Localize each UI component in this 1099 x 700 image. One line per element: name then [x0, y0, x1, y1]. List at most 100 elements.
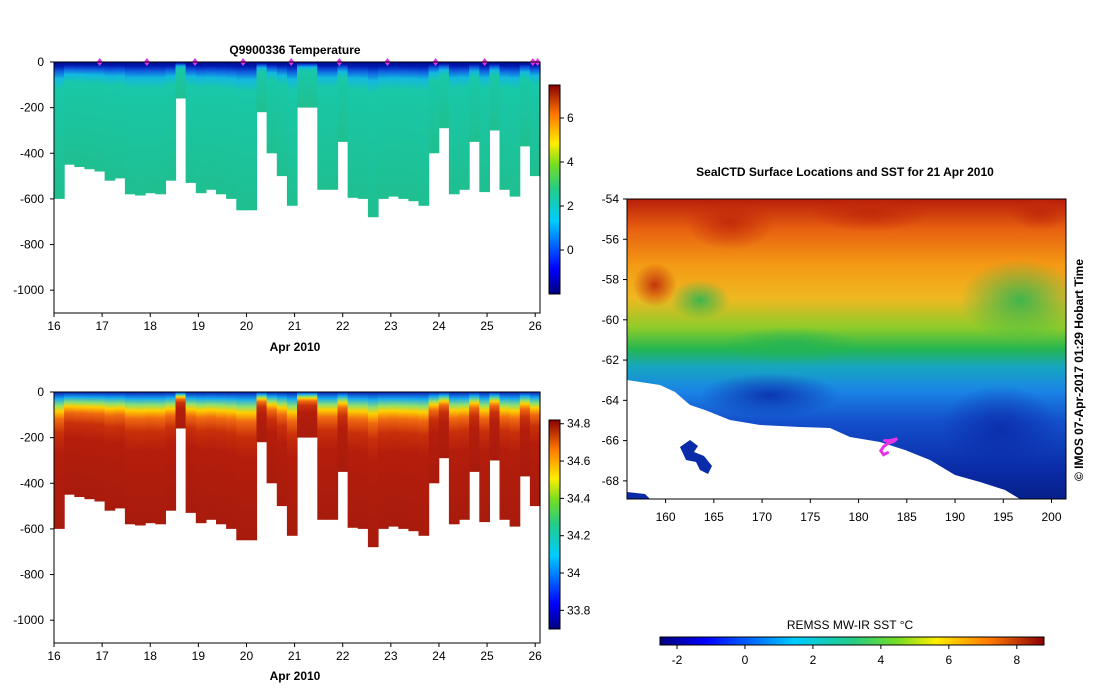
- x-tick-label: 19: [192, 319, 206, 333]
- antarctic-landmass: [627, 380, 1020, 499]
- profile-column: [195, 392, 207, 524]
- colorbar-tick-label: 34.8: [567, 417, 591, 431]
- profile-column: [155, 392, 166, 525]
- profile-column: [236, 62, 247, 211]
- coastal-water: [627, 492, 650, 499]
- lat-tick-label: -60: [602, 313, 620, 327]
- lat-tick-label: -62: [602, 353, 620, 367]
- sst-field: [627, 199, 1066, 499]
- lon-tick-label: 160: [656, 510, 676, 524]
- lat-tick-label: -54: [602, 192, 620, 206]
- sst-colorbar-tick-label: 6: [946, 653, 953, 667]
- profile-column: [216, 62, 227, 195]
- profile-column: [519, 392, 531, 477]
- lon-tick-label: 185: [897, 510, 917, 524]
- profile-column: [398, 392, 409, 529]
- profile-column: [428, 392, 440, 484]
- profile-column: [124, 62, 136, 195]
- colorbar-tick-label: 34.2: [567, 529, 591, 543]
- salinity-y-axis: 0 -200 -400 -600 -800 -1000: [13, 385, 54, 627]
- profile-column: [509, 62, 521, 197]
- green-patch: [960, 260, 1066, 340]
- profile-column: [509, 392, 521, 527]
- profile-column: [307, 392, 318, 438]
- lat-tick-label: -66: [602, 434, 620, 448]
- lon-tick-label: 200: [1042, 510, 1062, 524]
- profile-column: [246, 62, 258, 211]
- x-tick-label: 16: [47, 649, 61, 663]
- sst-colorbar-tick-label: 0: [742, 653, 749, 667]
- profile-column: [519, 62, 531, 147]
- y-tick-label: -200: [20, 101, 44, 115]
- profile-column: [388, 392, 399, 527]
- profile-column: [357, 62, 369, 199]
- profile-column: [378, 62, 389, 199]
- y-tick-label: -1000: [13, 283, 44, 297]
- warm-patch: [633, 263, 677, 307]
- x-tick-label: 19: [192, 649, 206, 663]
- y-tick-label: -400: [20, 476, 44, 490]
- x-tick-label: 24: [432, 649, 446, 663]
- lat-tick-label: -58: [602, 273, 620, 287]
- profile-column: [529, 62, 541, 177]
- profile-column: [398, 62, 409, 199]
- profile-column: [74, 62, 85, 167]
- colorbar-tick-label: 33.8: [567, 603, 591, 617]
- profile-column: [54, 392, 65, 529]
- profile-column: [145, 392, 156, 524]
- profile-column: [438, 392, 450, 459]
- colorbar-tick-label: 2: [567, 199, 574, 213]
- x-tick-label: 25: [480, 649, 494, 663]
- profile-column: [297, 62, 308, 108]
- profile-column: [74, 392, 85, 497]
- y-tick-label: 0: [37, 385, 44, 399]
- colorbar-tick-label: 34.4: [567, 491, 591, 505]
- profile-column: [276, 62, 288, 177]
- profile-column: [205, 62, 217, 190]
- warm-patch: [810, 199, 930, 232]
- lon-tick-label: 180: [849, 510, 869, 524]
- profile-column: [64, 62, 75, 165]
- warm-patch: [1010, 199, 1066, 230]
- profile-column: [216, 392, 227, 525]
- x-tick-label: 17: [95, 319, 109, 333]
- y-tick-label: -800: [20, 238, 44, 252]
- profile-column: [479, 392, 490, 523]
- sst-map-title: SealCTD Surface Locations and SST for 21…: [696, 165, 994, 179]
- profile-column: [165, 62, 177, 181]
- profile-column: [347, 392, 359, 528]
- profile-column: [155, 62, 166, 195]
- ross-ice-polynya: [680, 440, 712, 474]
- salinity-x-axis: 16 17 18 19 20 21 22 23 24 25 26: [47, 643, 542, 663]
- x-tick-label: 17: [95, 649, 109, 663]
- profile-column: [499, 62, 511, 190]
- y-tick-label: -600: [20, 522, 44, 536]
- y-tick-label: -200: [20, 431, 44, 445]
- lat-tick-label: -56: [602, 232, 620, 246]
- longitude-axis: 160 165 170 175 180 185 190 195 200: [656, 499, 1062, 524]
- lon-tick-label: 165: [704, 510, 724, 524]
- profile-column: [104, 62, 116, 181]
- profile-column: [266, 392, 278, 484]
- x-tick-label: 25: [480, 319, 494, 333]
- profile-column: [226, 392, 237, 529]
- profile-column: [64, 392, 75, 495]
- profile-column: [327, 62, 339, 190]
- temperature-chart-title: Q9900336 Temperature: [229, 43, 361, 57]
- y-tick-label: -600: [20, 192, 44, 206]
- profile-column: [104, 392, 116, 511]
- salinity-plot-frame: [53, 391, 541, 644]
- profile-column: [307, 62, 318, 108]
- y-tick-label: -800: [20, 568, 44, 582]
- profile-column: [428, 62, 440, 154]
- x-tick-label: 20: [240, 319, 254, 333]
- profile-column: [185, 392, 197, 513]
- profile-column: [448, 62, 460, 195]
- map-frame: [626, 198, 1067, 500]
- profile-column: [489, 62, 501, 131]
- cold-patch: [700, 373, 840, 417]
- profile-column: [448, 392, 460, 525]
- profile-column: [489, 392, 501, 461]
- sst-colorbar: [659, 636, 1045, 646]
- profile-column: [236, 392, 247, 541]
